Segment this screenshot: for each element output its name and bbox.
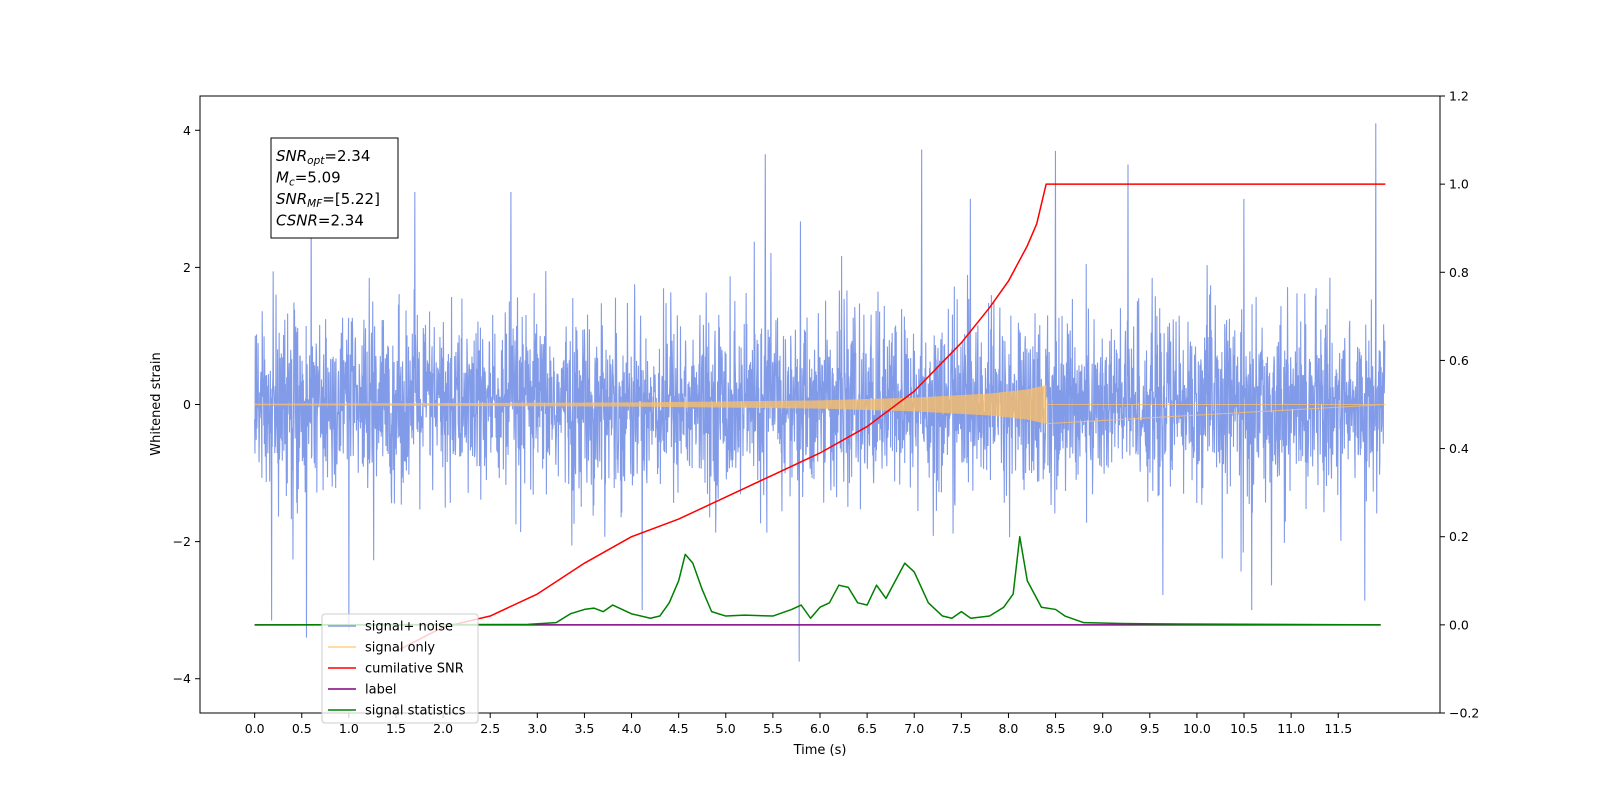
y-tick-label: 0 xyxy=(183,397,191,412)
x-tick-label: 5.0 xyxy=(716,721,736,736)
y2-tick-label: 1.2 xyxy=(1449,89,1469,104)
series-signal-only xyxy=(254,385,1386,425)
x-tick-label: 9.5 xyxy=(1140,721,1160,736)
y-axis-label: Whitened strain xyxy=(149,352,164,455)
x-tick-label: 3.0 xyxy=(527,721,547,736)
x-tick-label: 4.5 xyxy=(669,721,689,736)
y2-tick-label: 0.6 xyxy=(1449,353,1469,368)
x-tick-label: 2.5 xyxy=(480,721,500,736)
x-tick-label: 3.5 xyxy=(574,721,594,736)
y2-tick-label: −0.2 xyxy=(1449,706,1479,721)
legend-entry: signal statistics xyxy=(365,704,466,719)
x-tick-label: 2.0 xyxy=(433,721,453,736)
x-tick-label: 6.0 xyxy=(810,721,830,736)
series-signal-statistics xyxy=(254,535,1381,626)
y-tick-label: −4 xyxy=(173,671,191,686)
x-tick-label: 8.5 xyxy=(1046,721,1066,736)
x-tick-label: 0.0 xyxy=(245,721,265,736)
y-tick-label: 2 xyxy=(183,260,191,275)
x-tick-label: 11.0 xyxy=(1277,721,1305,736)
x-tick-label: 0.5 xyxy=(292,721,312,736)
x-tick-label: 10.5 xyxy=(1230,721,1258,736)
x-tick-label: 7.0 xyxy=(904,721,924,736)
y-tick-label: −2 xyxy=(173,534,191,549)
legend-frame xyxy=(321,613,479,724)
y2-tick-label: 0.8 xyxy=(1449,265,1469,280)
x-tick-label: 7.5 xyxy=(951,721,971,736)
x-tick-label: 5.5 xyxy=(763,721,783,736)
annotation-line: Mc=5.09 xyxy=(276,169,341,189)
legend-entry: label xyxy=(365,683,396,698)
y2-tick-label: 0.2 xyxy=(1449,529,1469,544)
y-axis-right: −0.2 0.0 0.2 0.4 0.6 0.8 1.0 1.2 xyxy=(1440,89,1479,721)
x-tick-label: 4.0 xyxy=(622,721,642,736)
annotation-line: CSNR=2.34 xyxy=(276,212,364,230)
x-axis-label: Time (s) xyxy=(793,743,847,758)
legend: signal+ noise signal only cumilative SNR la… xyxy=(321,613,479,724)
y2-tick-label: 0.4 xyxy=(1449,441,1469,456)
y2-tick-label: 0.0 xyxy=(1449,617,1469,632)
x-tick-label: 1.0 xyxy=(339,721,359,736)
series-layer xyxy=(254,123,1386,662)
y-axis-left: −4 −2 0 2 4 xyxy=(173,123,200,686)
x-axis: 0.0 0.5 1.0 1.5 2.0 2.5 3.0 3.5 4.0 4.5 5.0 5.5 6.0 6… xyxy=(245,713,1352,736)
x-tick-label: 6.5 xyxy=(857,721,877,736)
legend-entry: signal only xyxy=(365,641,435,656)
series-signal-noise xyxy=(254,123,1386,662)
annotation-line: SNRopt=2.34 xyxy=(276,147,370,167)
annotation-frame xyxy=(270,137,399,239)
y-tick-label: 4 xyxy=(183,123,191,138)
legend-entry: signal+ noise xyxy=(365,620,453,635)
legend-entry: cumilative SNR xyxy=(365,662,464,677)
x-tick-label: 8.0 xyxy=(999,721,1019,736)
series-cumilative-snr xyxy=(395,183,1386,652)
x-tick-label: 10.0 xyxy=(1183,721,1211,736)
x-tick-label: 1.5 xyxy=(386,721,406,736)
x-tick-label: 11.5 xyxy=(1324,721,1352,736)
annotation-line: SNRMF=[5.22] xyxy=(276,190,380,210)
x-tick-label: 9.0 xyxy=(1093,721,1113,736)
y2-tick-label: 1.0 xyxy=(1449,177,1469,192)
